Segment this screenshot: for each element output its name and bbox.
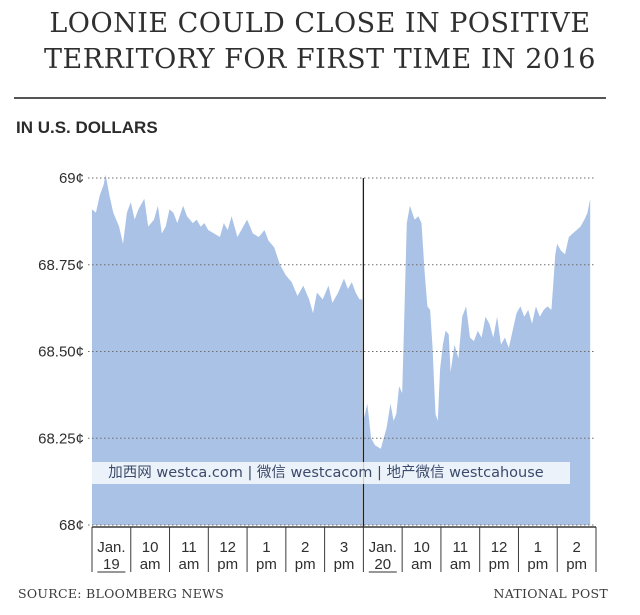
y-tick-label: 68¢ [59, 517, 84, 534]
x-tick-label-bottom: pm [295, 556, 316, 573]
x-tick-label-top: 3 [340, 539, 348, 556]
x-tick-label-top: 10 [413, 539, 430, 556]
x-tick-label-top: Jan. [369, 539, 397, 556]
y-tick-label: 68.75¢ [38, 257, 84, 274]
y-axis-unit-label: IN U.S. DOLLARS [16, 118, 158, 137]
headline: LOONIE COULD CLOSE IN POSITIVE TERRITORY… [0, 6, 640, 78]
y-tick-label: 69¢ [59, 170, 84, 187]
x-tick-label-top: 2 [572, 539, 580, 556]
x-tick-label-bottom: am [450, 556, 471, 573]
x-tick-label-top: 10 [142, 539, 159, 556]
x-tick-label-bottom: pm [334, 556, 355, 573]
x-tick-label-bottom: 19 [103, 556, 120, 573]
x-tick-label-top: 12 [219, 539, 236, 556]
x-tick-label-top: 11 [181, 539, 197, 556]
area-series-2 [363, 198, 591, 526]
y-tick-layer: 69¢ 68.75¢ 68.50¢ 68.25¢ 68¢ [38, 170, 84, 534]
x-tick-label-bottom: pm [566, 556, 587, 573]
x-tick-label-bottom: pm [489, 556, 510, 573]
x-tick-label-bottom: am [411, 556, 432, 573]
area-series-1 [92, 174, 363, 525]
y-tick-label: 68.50¢ [38, 344, 84, 361]
headline-line-2: TERRITORY FOR FIRST TIME IN 2016 [44, 44, 596, 75]
x-tick-label-top: 1 [262, 539, 270, 556]
x-tick-label-bottom: pm [217, 556, 238, 573]
headline-line-1: LOONIE COULD CLOSE IN POSITIVE [49, 8, 591, 39]
x-tick-label-bottom: pm [256, 556, 277, 573]
publication-credit: NATIONAL POST [493, 586, 608, 601]
y-tick-label: 68.25¢ [38, 430, 84, 447]
source-note: SOURCE: BLOOMBERG NEWS [18, 586, 225, 601]
x-tick-label-bottom: am [179, 556, 200, 573]
x-tick-label-top: Jan. [97, 539, 125, 556]
x-axis-layer: Jan.1910am11am12pm1pm2pm3pmJan.2010am11a… [91, 526, 597, 573]
x-tick-label-top: 12 [491, 539, 508, 556]
area-layer [92, 174, 591, 526]
watermark-overlay: 加西网 westca.com | 微信 westcacom | 地产微信 wes… [82, 462, 570, 484]
x-tick-label-top: 2 [301, 539, 309, 556]
x-tick-label-top: 1 [534, 539, 542, 556]
headline-rule [14, 97, 606, 99]
x-tick-label-bottom: 20 [374, 556, 391, 573]
x-tick-label-top: 11 [453, 539, 469, 556]
x-tick-label-bottom: am [140, 556, 161, 573]
x-tick-label-bottom: pm [527, 556, 548, 573]
